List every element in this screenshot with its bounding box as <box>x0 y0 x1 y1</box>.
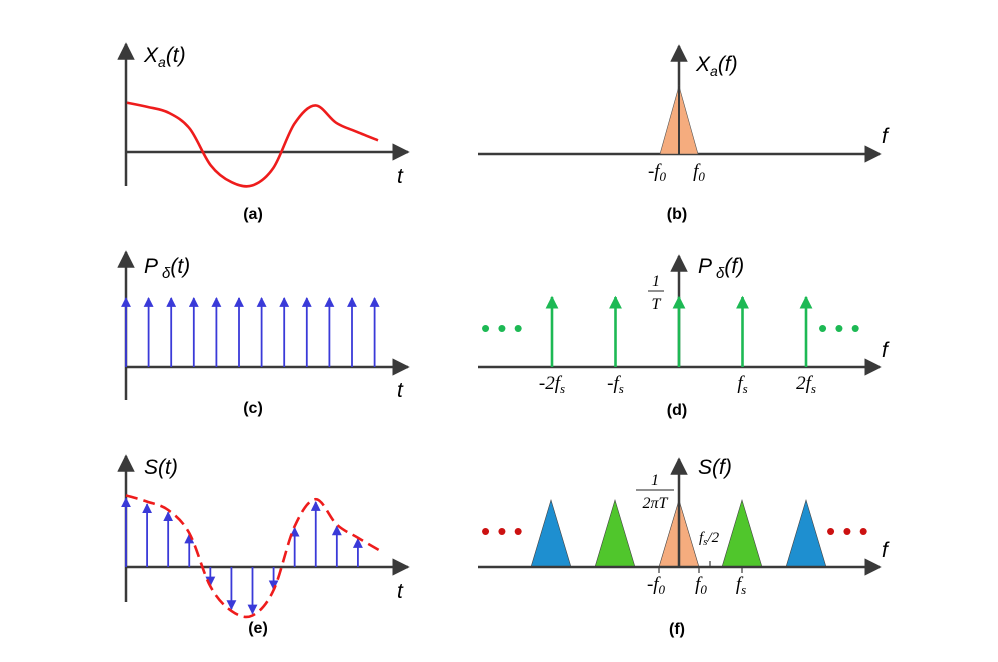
x-axis-label: f <box>882 125 890 148</box>
impulse-height-denominator: T <box>652 296 662 313</box>
spectrum-blue-right <box>785 498 827 568</box>
panel-b: Xa(f) f -f0 f0 (b) <box>478 44 890 223</box>
continuation-dots-left: • • • <box>481 313 523 343</box>
continuation-dots-right: • • • <box>826 516 868 546</box>
y-axis-label: S(f) <box>698 456 732 479</box>
panel-caption: (f) <box>669 621 685 638</box>
spectrum-green-right <box>721 498 763 568</box>
fs-label: fs <box>736 574 746 597</box>
f0-label: f0 <box>693 161 705 184</box>
panel-a: Xa(t) t (a) <box>117 42 410 223</box>
x-axis-label: t <box>397 165 404 188</box>
y-axis-label: S(t) <box>144 456 178 479</box>
panel-caption: (c) <box>243 400 263 417</box>
frequency-tick-labels: -2fs -fs fs 2fs <box>539 373 816 396</box>
frequency-tick-label: -2fs <box>539 373 565 396</box>
y-axis-label: Xa(t) <box>143 44 186 70</box>
x-axis-label: f <box>882 339 890 362</box>
x-axis-label: t <box>397 379 404 402</box>
amplitude-denominator: 2πT <box>643 495 669 512</box>
frequency-tick-label: 2fs <box>796 373 816 396</box>
frequency-tick-label: -fs <box>607 373 624 396</box>
y-axis-label: Xa(f) <box>695 53 738 79</box>
x-axis-label: t <box>397 580 404 603</box>
neg-f0-label: -f0 <box>648 161 667 184</box>
half-fs-label: fs/2 <box>699 530 720 548</box>
panel-caption: (b) <box>667 206 687 223</box>
envelope-curve <box>125 494 380 619</box>
frequency-impulses <box>545 295 813 367</box>
continuation-dots-right: • • • <box>818 313 860 343</box>
x-axis-label: f <box>882 539 890 562</box>
spectrum-green-left <box>594 498 636 568</box>
impulse-height-numerator: 1 <box>652 273 660 290</box>
panel-e: S(t) t (e) <box>117 454 410 637</box>
panel-caption: (d) <box>667 402 687 419</box>
spectrum-blue-left <box>530 498 572 568</box>
impulse-train <box>121 297 380 367</box>
panel-caption: (e) <box>248 620 268 637</box>
frequency-tick-label: fs <box>737 373 747 396</box>
f0-label: f0 <box>695 574 707 597</box>
amplitude-numerator: 1 <box>651 472 659 489</box>
continuation-dots-left: • • • <box>481 516 523 546</box>
sampled-impulses <box>121 497 363 615</box>
neg-f0-label: -f0 <box>647 574 666 597</box>
panel-caption: (a) <box>243 206 263 223</box>
signal-curve <box>126 101 379 188</box>
panel-f: • • • • • • 1 2πT S(f) fs/2 f -f0 f0 fs … <box>478 456 890 638</box>
